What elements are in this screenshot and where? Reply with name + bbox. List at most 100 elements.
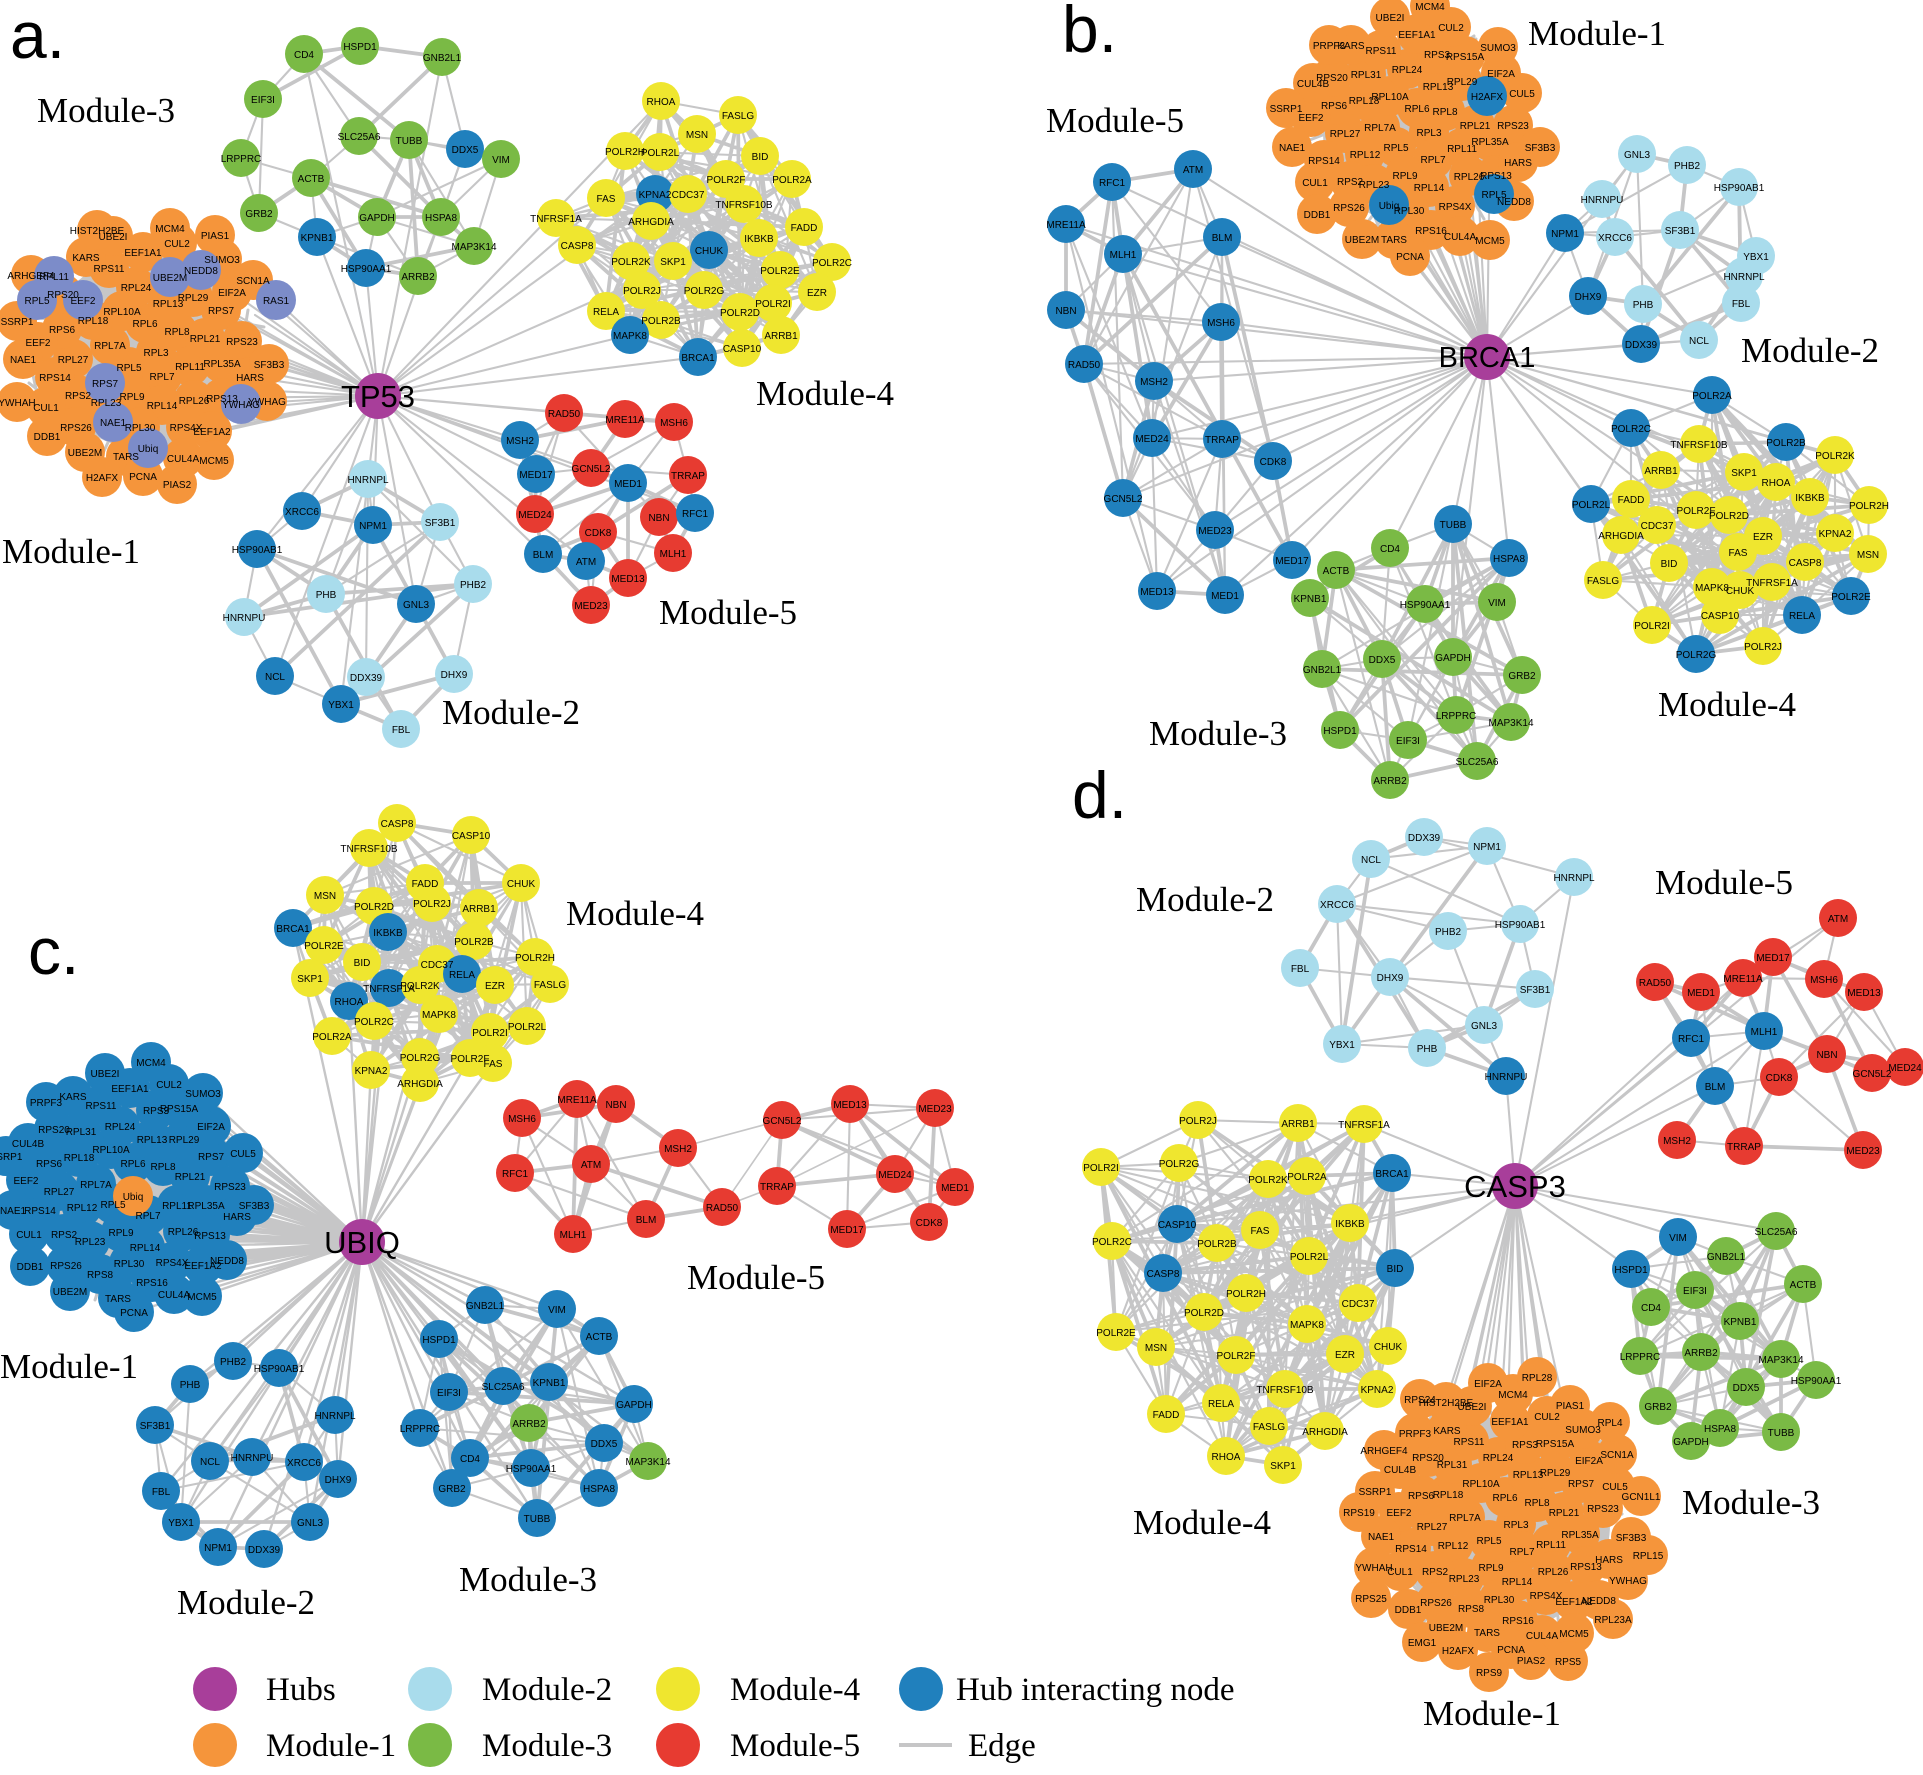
svg-text:MED23: MED23	[918, 1104, 952, 1115]
svg-text:CDK8: CDK8	[916, 1218, 943, 1229]
svg-text:SUMO3: SUMO3	[204, 255, 240, 266]
svg-text:RPS11: RPS11	[1454, 1437, 1485, 1448]
svg-text:CUL2: CUL2	[164, 239, 190, 250]
svg-text:Module-2: Module-2	[177, 1583, 315, 1622]
svg-text:RPL8: RPL8	[164, 327, 189, 338]
svg-text:POLR2G: POLR2G	[1676, 650, 1717, 661]
svg-text:POLR2B: POLR2B	[1197, 1239, 1237, 1250]
svg-text:CUL4A: CUL4A	[167, 454, 200, 465]
svg-text:FASLG: FASLG	[1587, 576, 1619, 587]
svg-text:Module-4: Module-4	[1658, 685, 1796, 724]
svg-text:LRPPRC: LRPPRC	[1436, 711, 1477, 722]
svg-text:BID: BID	[1661, 559, 1678, 570]
svg-text:VIM: VIM	[492, 155, 510, 166]
svg-text:RPS23: RPS23	[1497, 121, 1529, 132]
svg-text:TARS: TARS	[1381, 235, 1407, 246]
svg-text:BRCA1: BRCA1	[681, 353, 715, 364]
svg-text:b.: b.	[1062, 0, 1117, 66]
svg-text:SF3B3: SF3B3	[1525, 143, 1556, 154]
svg-text:TRRAP: TRRAP	[1205, 435, 1239, 446]
svg-text:RPS3: RPS3	[143, 1106, 170, 1117]
svg-text:POLR2G: POLR2G	[1159, 1159, 1200, 1170]
svg-text:Module-3: Module-3	[37, 91, 175, 130]
svg-text:RPL35A: RPL35A	[203, 359, 241, 370]
svg-text:FBL: FBL	[392, 725, 411, 736]
svg-text:ARHGDIA: ARHGDIA	[628, 217, 674, 228]
svg-text:MSH6: MSH6	[1810, 975, 1838, 986]
svg-text:TNFRSF10B: TNFRSF10B	[1256, 1385, 1314, 1396]
svg-text:RPS4X: RPS4X	[156, 1258, 189, 1269]
svg-text:RPL11: RPL11	[1447, 144, 1477, 155]
svg-text:MED1: MED1	[941, 1183, 969, 1194]
svg-text:BLM: BLM	[533, 550, 554, 561]
svg-text:SCN1A: SCN1A	[236, 276, 270, 287]
svg-text:Module-4: Module-4	[756, 374, 894, 413]
svg-text:CUL2: CUL2	[156, 1080, 182, 1091]
svg-text:RPS20: RPS20	[1412, 1453, 1444, 1464]
svg-text:NEDD8: NEDD8	[1582, 1596, 1616, 1607]
svg-text:UBE2I: UBE2I	[91, 1069, 120, 1080]
svg-text:SCN1A: SCN1A	[1600, 1450, 1634, 1461]
svg-text:RPL21: RPL21	[190, 334, 221, 345]
svg-text:TRRAP: TRRAP	[1727, 1142, 1761, 1153]
svg-text:RPS7: RPS7	[198, 1152, 225, 1163]
svg-text:SSRP1: SSRP1	[1270, 104, 1303, 115]
svg-text:HNRNPU: HNRNPU	[1581, 195, 1624, 206]
svg-text:RPS19: RPS19	[1343, 1508, 1375, 1519]
svg-text:RPL10A: RPL10A	[103, 307, 141, 318]
svg-text:RPL9: RPL9	[108, 1228, 133, 1239]
svg-text:BRCA1: BRCA1	[1439, 342, 1536, 374]
svg-text:CUL2: CUL2	[1438, 23, 1464, 34]
svg-text:HSP90AA1: HSP90AA1	[341, 264, 392, 275]
svg-text:GCN5L2: GCN5L2	[763, 1116, 802, 1127]
svg-text:RPL27: RPL27	[44, 1187, 75, 1198]
svg-text:RPS16: RPS16	[1502, 1616, 1534, 1627]
svg-text:POLR2E: POLR2E	[304, 941, 344, 952]
svg-text:RPL9: RPL9	[1478, 1563, 1503, 1574]
svg-text:RPL35A: RPL35A	[1471, 137, 1509, 148]
svg-text:PRPF3: PRPF3	[1399, 1429, 1432, 1440]
svg-text:RPL14: RPL14	[130, 1243, 161, 1254]
svg-text:CD4: CD4	[1641, 1303, 1661, 1314]
svg-text:RPS4X: RPS4X	[1439, 202, 1472, 213]
svg-text:RPL5: RPL5	[24, 296, 49, 307]
svg-text:RPS2: RPS2	[1422, 1567, 1449, 1578]
svg-text:RFC1: RFC1	[1099, 178, 1126, 189]
svg-text:NPM1: NPM1	[1473, 842, 1501, 853]
svg-text:Module-3: Module-3	[482, 1728, 612, 1764]
svg-text:RAD50: RAD50	[1068, 360, 1101, 371]
svg-text:RPS3: RPS3	[1424, 50, 1451, 61]
svg-text:DDB1: DDB1	[1395, 1605, 1422, 1616]
svg-text:UBE2I: UBE2I	[99, 232, 128, 243]
svg-text:CUL4A: CUL4A	[1526, 1631, 1559, 1642]
svg-text:EEF1A2: EEF1A2	[184, 1261, 222, 1272]
svg-text:ARRB2: ARRB2	[1684, 1348, 1718, 1359]
svg-text:FADD: FADD	[412, 879, 439, 890]
svg-text:CDC37: CDC37	[1342, 1299, 1375, 1310]
svg-text:HSPD1: HSPD1	[343, 42, 377, 53]
svg-text:HNRNPL: HNRNPL	[1553, 873, 1595, 884]
svg-text:RPL11: RPL11	[39, 272, 69, 283]
svg-text:MAP3K14: MAP3K14	[1758, 1355, 1803, 1366]
svg-text:MED23: MED23	[1846, 1146, 1880, 1157]
svg-text:PIAS1: PIAS1	[201, 231, 230, 242]
svg-text:RPS14: RPS14	[39, 373, 71, 384]
svg-text:Hub interacting node: Hub interacting node	[956, 1672, 1235, 1708]
svg-text:EIF3I: EIF3I	[251, 95, 275, 106]
svg-text:RPL21: RPL21	[1460, 121, 1491, 132]
svg-text:EEF1A2: EEF1A2	[1555, 1597, 1593, 1608]
svg-text:RPS26: RPS26	[1420, 1598, 1452, 1609]
svg-text:DDX39: DDX39	[248, 1545, 281, 1556]
svg-text:POLR2H: POLR2H	[515, 953, 555, 964]
svg-text:DDB1: DDB1	[34, 432, 61, 443]
svg-text:SF3B3: SF3B3	[254, 360, 285, 371]
svg-text:TARS: TARS	[113, 452, 139, 463]
svg-text:MSH6: MSH6	[660, 418, 688, 429]
svg-text:MCM5: MCM5	[1559, 1629, 1589, 1640]
svg-text:POLR2C: POLR2C	[1611, 424, 1651, 435]
svg-text:PRPF3: PRPF3	[1313, 41, 1346, 52]
svg-text:KPNB1: KPNB1	[301, 233, 334, 244]
svg-text:RPS7: RPS7	[208, 306, 235, 317]
svg-text:RPS7: RPS7	[1568, 1479, 1595, 1490]
svg-text:MCM4: MCM4	[1415, 2, 1445, 13]
